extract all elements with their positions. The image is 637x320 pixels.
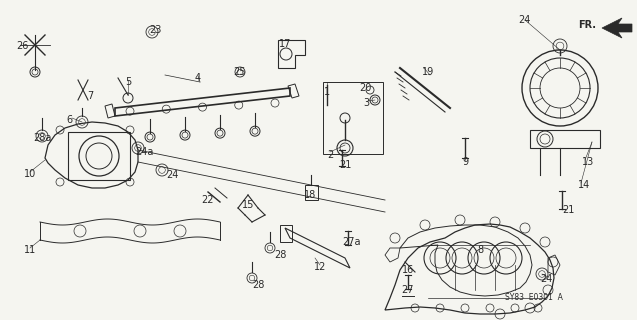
Text: 28: 28 xyxy=(274,250,286,260)
Text: 5: 5 xyxy=(125,77,131,87)
Polygon shape xyxy=(602,18,632,38)
Text: 28: 28 xyxy=(252,280,264,290)
Text: 21: 21 xyxy=(562,205,574,215)
Text: 27: 27 xyxy=(402,285,414,295)
Text: 28a: 28a xyxy=(33,133,51,143)
Text: FR.: FR. xyxy=(578,20,596,30)
Text: 24: 24 xyxy=(518,15,530,25)
Text: 3: 3 xyxy=(363,98,369,108)
Text: 17: 17 xyxy=(279,39,291,49)
Text: 7: 7 xyxy=(87,91,93,101)
Text: 20: 20 xyxy=(359,83,371,93)
Text: 2: 2 xyxy=(327,150,333,160)
Text: 13: 13 xyxy=(582,157,594,167)
Text: 18: 18 xyxy=(304,190,316,200)
Text: 15: 15 xyxy=(242,200,254,210)
Text: 6: 6 xyxy=(66,115,72,125)
Text: 16: 16 xyxy=(402,265,414,275)
Text: 9: 9 xyxy=(462,157,468,167)
Bar xyxy=(323,82,383,154)
Text: 14: 14 xyxy=(578,180,590,190)
Text: 8: 8 xyxy=(477,245,483,255)
Text: 24: 24 xyxy=(540,274,552,284)
Text: 19: 19 xyxy=(422,67,434,77)
Text: 23: 23 xyxy=(149,25,161,35)
Text: 27a: 27a xyxy=(343,237,361,247)
Text: 21: 21 xyxy=(339,160,351,170)
Text: 26: 26 xyxy=(16,41,28,51)
Text: 10: 10 xyxy=(24,169,36,179)
Text: 1: 1 xyxy=(324,87,330,97)
Text: SY83  E0301  A: SY83 E0301 A xyxy=(505,293,563,302)
Text: 11: 11 xyxy=(24,245,36,255)
Text: 24: 24 xyxy=(166,170,178,180)
Text: 25: 25 xyxy=(234,67,247,77)
Text: 24a: 24a xyxy=(135,147,153,157)
Text: 4: 4 xyxy=(195,73,201,83)
Text: 12: 12 xyxy=(314,262,326,272)
Text: 22: 22 xyxy=(202,195,214,205)
Bar xyxy=(68,132,130,180)
